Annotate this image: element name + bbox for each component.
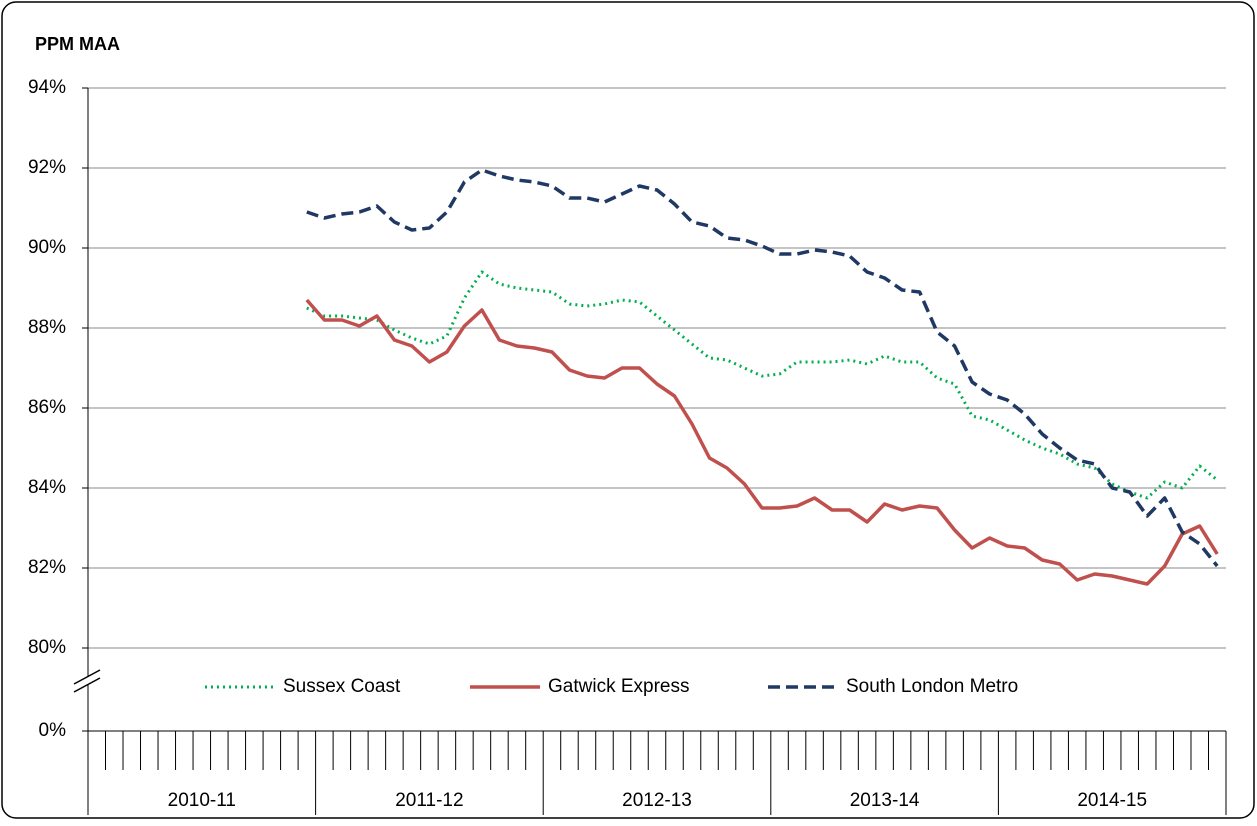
x-group-label: 2014-15 xyxy=(1077,790,1147,811)
series-line xyxy=(306,168,1219,568)
y-tick-label: 92% xyxy=(28,157,66,178)
y-tick-label: 86% xyxy=(28,397,66,418)
chart-title: PPM MAA xyxy=(35,34,120,54)
y-tick-label: 90% xyxy=(28,237,66,258)
y-tick-label: 94% xyxy=(28,77,66,98)
axis-break xyxy=(73,677,101,693)
legend-label: South London Metro xyxy=(846,676,1018,697)
x-group-label: 2012-13 xyxy=(622,790,692,811)
y-tick-label: 80% xyxy=(28,637,66,658)
axis-break xyxy=(73,669,101,685)
x-group-label: 2010-11 xyxy=(168,790,236,811)
legend-label: Gatwick Express xyxy=(548,676,689,697)
y-tick-label: 0% xyxy=(39,720,67,741)
y-tick-label: 84% xyxy=(28,477,66,498)
series-line xyxy=(305,298,1219,586)
x-group-label: 2013-14 xyxy=(850,790,920,811)
series-line xyxy=(306,270,1219,500)
y-tick-label: 88% xyxy=(28,317,66,338)
legend-label: Sussex Coast xyxy=(283,676,401,697)
y-tick-label: 82% xyxy=(28,557,66,578)
x-group-label: 2011-12 xyxy=(395,790,463,811)
